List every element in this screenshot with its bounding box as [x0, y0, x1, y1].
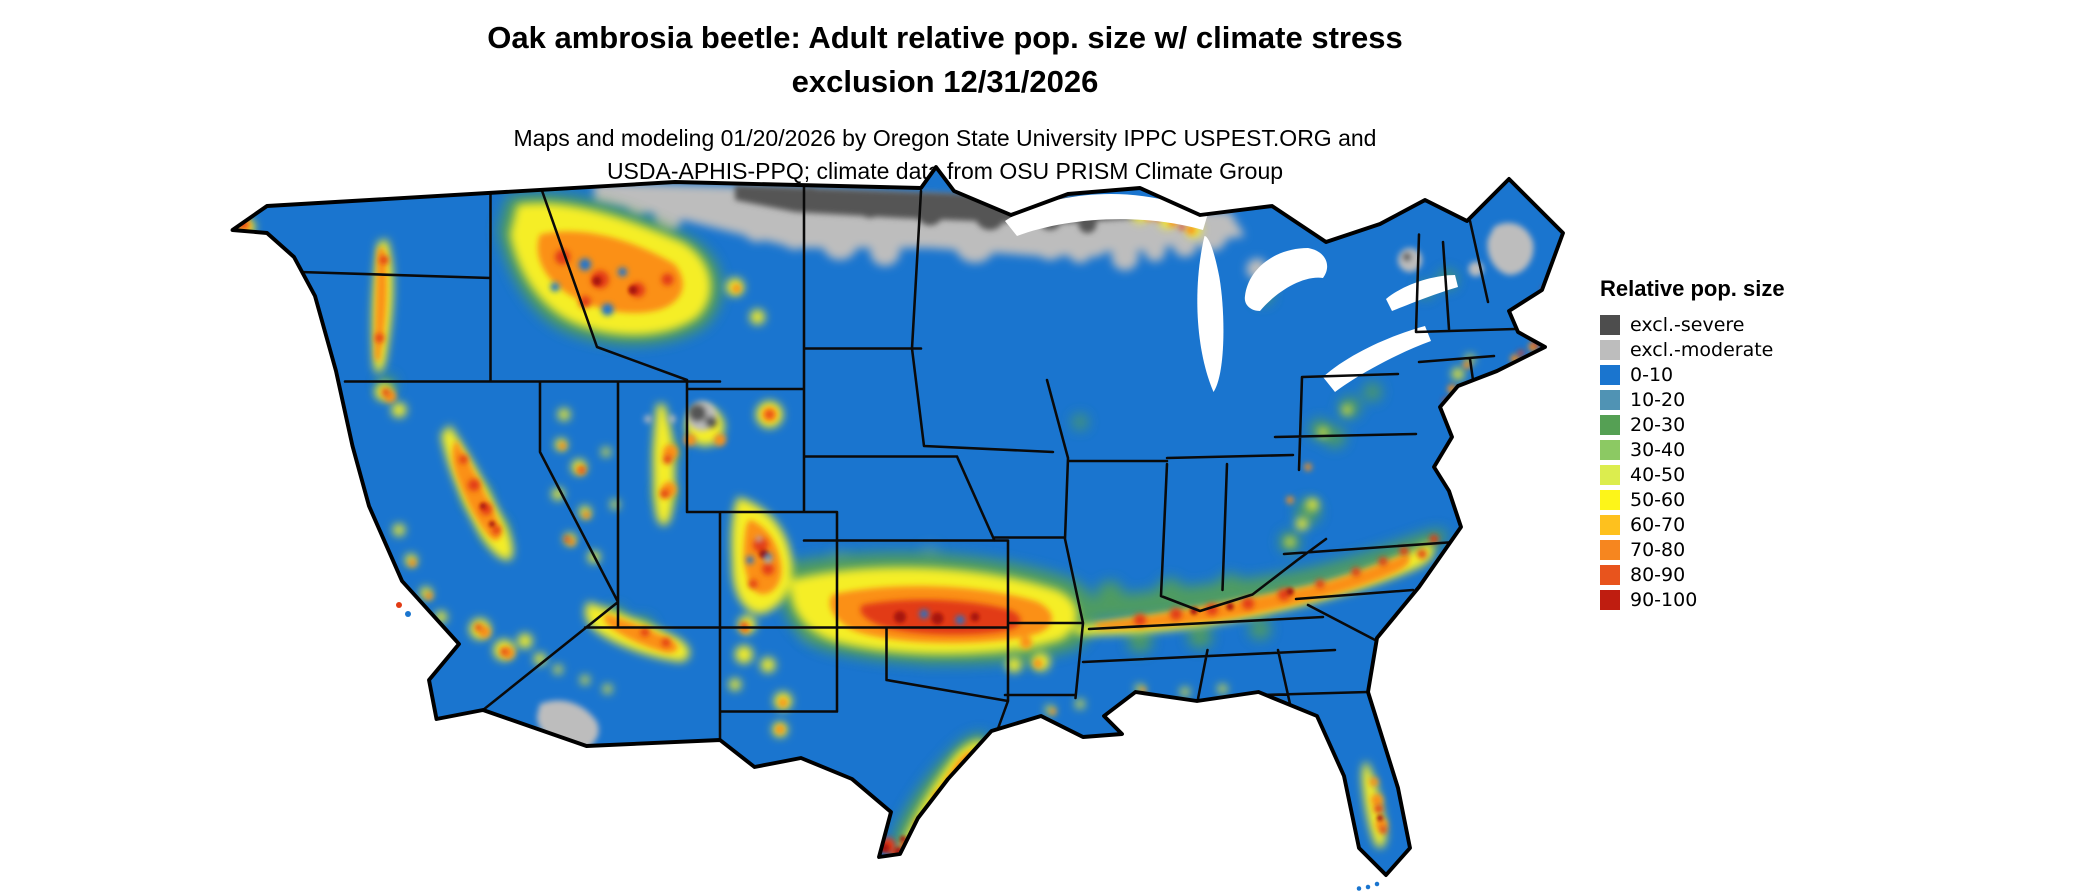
us-map-container — [222, 158, 1572, 892]
map-title: Oak ambrosia beetle: Adult relative pop.… — [0, 16, 1890, 104]
legend-swatch — [1600, 364, 1620, 385]
legend-swatch — [1600, 564, 1620, 585]
legend-item-label: 90-100 — [1630, 588, 1698, 611]
us-outline — [230, 165, 1565, 877]
legend-item-label: 10-20 — [1630, 388, 1686, 411]
legend-item: 50-60 — [1600, 487, 1900, 512]
map-legend: Relative pop. size excl.-severe excl.-mo… — [1600, 276, 1900, 612]
legend-item-label: 30-40 — [1630, 438, 1686, 461]
legend-swatch — [1600, 439, 1620, 460]
map-subtitle: Maps and modeling 01/20/2026 by Oregon S… — [0, 122, 1890, 189]
legend-item: 80-90 — [1600, 562, 1900, 587]
lake-huron — [1244, 248, 1328, 311]
map-subtitle-line1: Maps and modeling 01/20/2026 by Oregon S… — [513, 125, 1377, 151]
legend-swatch — [1600, 589, 1620, 610]
legend-title: Relative pop. size — [1600, 276, 1785, 301]
legend-swatch — [1600, 414, 1620, 435]
lake-ontario — [1386, 275, 1458, 311]
legend-swatch — [1600, 339, 1620, 360]
legend-item: 70-80 — [1600, 537, 1900, 562]
legend-item-label: 40-50 — [1630, 463, 1686, 486]
legend-item: 0-10 — [1600, 362, 1900, 387]
legend-swatch — [1600, 389, 1620, 410]
legend-item-label: 80-90 — [1630, 563, 1686, 586]
great-lakes — [1005, 194, 1458, 392]
us-map — [230, 165, 1565, 891]
legend-swatch — [1600, 464, 1620, 485]
legend-item: 90-100 — [1600, 587, 1900, 612]
legend-item-label: 0-10 — [1630, 363, 1674, 386]
legend-item: excl.-moderate — [1600, 337, 1900, 362]
lake-superior — [1005, 194, 1208, 236]
map-title-line2: exclusion 12/31/2026 — [791, 64, 1099, 100]
legend-swatch — [1600, 489, 1620, 510]
lake-michigan — [1197, 236, 1224, 392]
legend-swatch — [1600, 314, 1620, 335]
offshore-islands — [396, 602, 1380, 891]
legend-item-label: 70-80 — [1630, 538, 1686, 561]
map-title-line1: Oak ambrosia beetle: Adult relative pop.… — [487, 20, 1403, 55]
legend-swatch — [1600, 539, 1620, 560]
legend-item: 60-70 — [1600, 512, 1900, 537]
legend-item-label: excl.-severe — [1630, 313, 1745, 336]
legend-item-label: 60-70 — [1630, 513, 1686, 536]
legend-item: excl.-severe — [1600, 312, 1900, 337]
legend-item: 40-50 — [1600, 462, 1900, 487]
map-raster — [232, 167, 1563, 875]
legend-swatch — [1600, 514, 1620, 535]
legend-item: 20-30 — [1600, 412, 1900, 437]
legend-item: 30-40 — [1600, 437, 1900, 462]
legend-item-label: excl.-moderate — [1630, 338, 1774, 361]
legend-item-label: 50-60 — [1630, 488, 1686, 511]
legend-item-label: 20-30 — [1630, 413, 1686, 436]
legend-item: 10-20 — [1600, 387, 1900, 412]
state-borders — [298, 180, 1517, 751]
